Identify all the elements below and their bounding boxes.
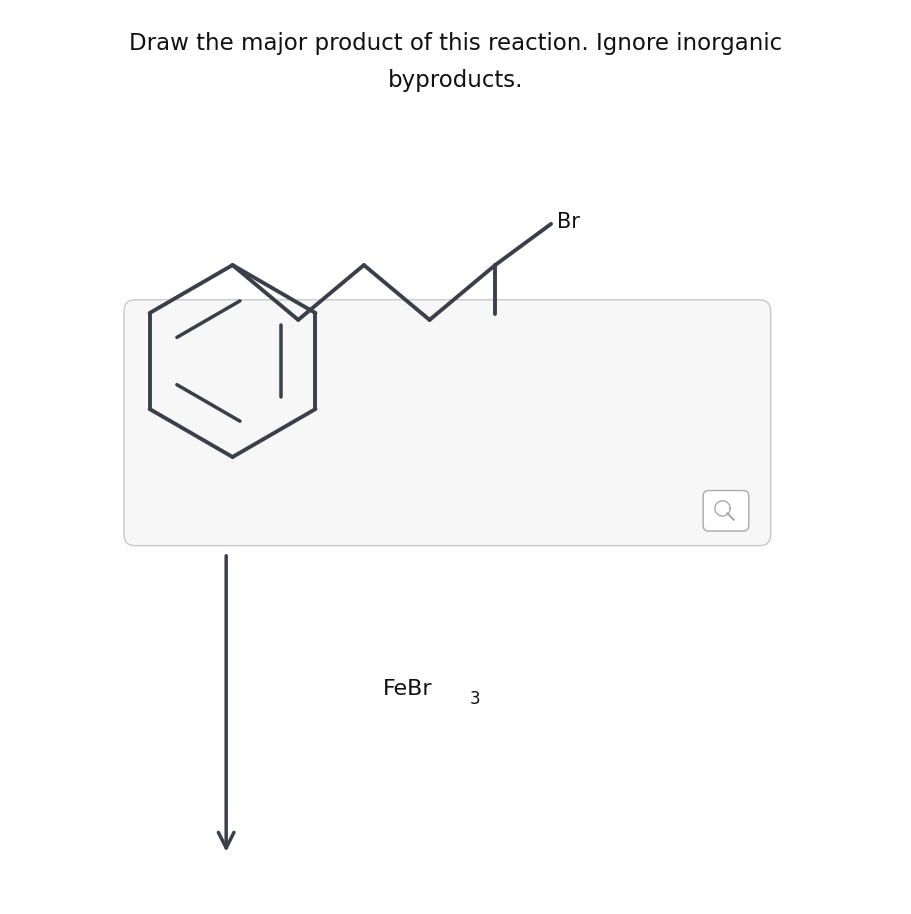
FancyBboxPatch shape xyxy=(702,491,748,531)
Text: Draw the major product of this reaction. Ignore inorganic: Draw the major product of this reaction.… xyxy=(129,32,782,55)
Text: FeBr: FeBr xyxy=(383,678,432,698)
FancyBboxPatch shape xyxy=(124,300,770,546)
Text: 3: 3 xyxy=(469,690,480,707)
Text: Br: Br xyxy=(556,212,578,232)
Text: byproducts.: byproducts. xyxy=(388,69,523,91)
